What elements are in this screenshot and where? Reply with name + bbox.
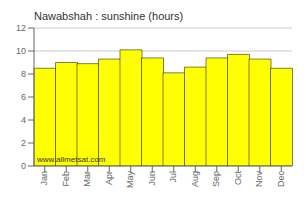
svg-text:Dec: Dec [276, 171, 286, 188]
svg-text:Nov: Nov [254, 171, 264, 188]
html-text:www.allmetsat.com: www.allmetsat.com [37, 155, 106, 164]
svg-text:12: 12 [16, 24, 26, 33]
svg-text:Oct: Oct [233, 171, 243, 186]
svg-text:2: 2 [21, 138, 26, 148]
svg-text:0: 0 [21, 161, 26, 171]
svg-text:Feb: Feb [61, 171, 71, 187]
svg-text:Jun: Jun [147, 171, 157, 186]
html-text:Nawabshah : sunshine (hours): Nawabshah : sunshine (hours) [34, 10, 184, 22]
svg-text:10: 10 [16, 46, 26, 56]
svg-text:6: 6 [21, 92, 26, 102]
svg-text:May: May [125, 171, 135, 189]
svg-text:Apr: Apr [104, 171, 114, 185]
svg-text:Aug: Aug [190, 171, 200, 187]
svg-text:Mar: Mar [82, 171, 92, 187]
svg-text:Sep: Sep [211, 171, 221, 187]
svg-text:Jul: Jul [168, 171, 178, 183]
svg-text:8: 8 [21, 69, 26, 79]
svg-text:Jan: Jan [39, 171, 49, 186]
svg-text:4: 4 [21, 115, 26, 125]
